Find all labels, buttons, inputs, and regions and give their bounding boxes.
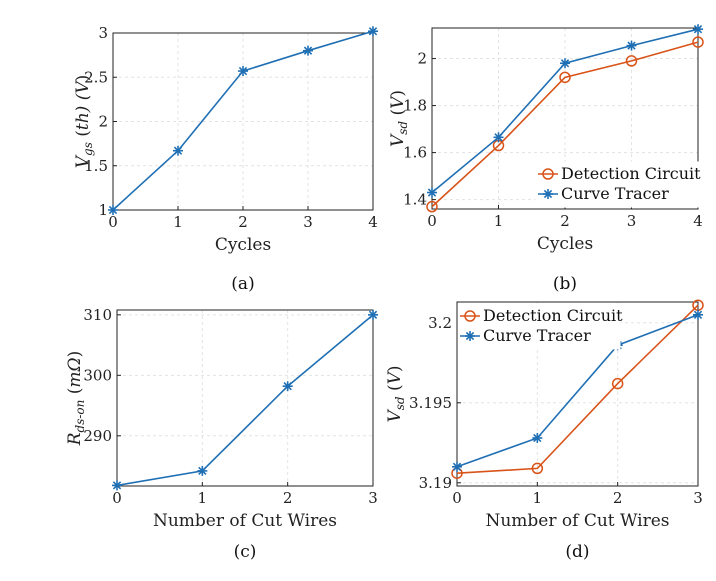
x-tick-label: 1	[173, 213, 183, 231]
data-point	[626, 40, 637, 51]
x-tick-label: 4	[693, 212, 703, 230]
y-tick-label: 310	[83, 306, 112, 324]
y-tick-label: 3.2	[428, 314, 452, 332]
data-point	[493, 132, 504, 143]
chart-panel-b: 0 1 2 3 4 1.4 1.6 1.8 2 Cycles Vsd (V) Detection Ci…	[388, 24, 704, 294]
y-tick-label: 2.5	[84, 68, 108, 86]
series-line-detection-circuit	[431, 41, 699, 208]
plot-area-frame	[116, 309, 374, 487]
chart-panel-c: 0 1 2 3 290 300 310 Number of Cut Wires Rds-on (…	[65, 306, 378, 562]
x-tick-label: 0	[108, 213, 118, 231]
data-point	[282, 381, 293, 392]
data-point	[559, 71, 571, 84]
data-point	[693, 24, 703, 35]
x-tick-label: 2	[613, 489, 623, 507]
legend-box	[535, 161, 699, 208]
x-axis-label: Cycles	[537, 234, 593, 254]
data-point	[197, 465, 208, 476]
y-tick-label: 1.8	[403, 97, 427, 115]
y-axis-label: Vgs (th) (V)	[73, 75, 95, 169]
y-tick-label: 3.195	[409, 394, 452, 412]
legend-marker	[465, 331, 475, 341]
data-point	[368, 26, 378, 37]
y-axis-label: Rds-on (mΩ)	[65, 351, 87, 447]
panel-caption: (d)	[565, 542, 589, 562]
data-point	[426, 200, 438, 213]
y-tick-label: 1.4	[403, 191, 427, 209]
x-tick-label: 1	[533, 489, 543, 507]
data-point	[112, 480, 122, 491]
data-point	[693, 309, 703, 320]
legend-label: Detection Circuit	[561, 164, 701, 183]
x-tick-label: 1	[494, 212, 504, 230]
x-tick-label: 0	[427, 212, 437, 230]
data-point	[611, 377, 624, 390]
legend-marker	[464, 310, 476, 322]
data-point	[173, 145, 183, 156]
data-point	[452, 461, 462, 472]
x-axis-label: Number of Cut Wires	[153, 511, 337, 531]
plot-area-frame	[456, 301, 699, 487]
data-point	[560, 58, 570, 69]
y-tick-label: 1.6	[403, 144, 427, 162]
legend-marker	[543, 189, 553, 199]
series-line-data	[116, 314, 374, 487]
x-axis-label: Cycles	[215, 235, 271, 255]
y-tick-label: 1.5	[84, 157, 108, 175]
x-tick-label: 3	[627, 212, 637, 230]
y-tick-label: 290	[83, 427, 112, 445]
y-tick-label: 3.19	[419, 474, 452, 492]
y-axis-label: Vsd (V)	[388, 90, 410, 147]
legend-label: Detection Circuit	[483, 306, 623, 325]
x-tick-label: 3	[303, 213, 313, 231]
chart-panel-d: 0 1 2 3 3.19 3.195 3.2 Number of Cut Wires Vsd (…	[385, 299, 704, 562]
data-point	[368, 309, 378, 320]
x-tick-label: 1	[198, 489, 208, 507]
data-point	[532, 433, 543, 443]
data-point	[531, 462, 544, 475]
x-tick-label: 2	[560, 212, 570, 230]
y-tick-label: 3	[98, 24, 108, 42]
data-point	[108, 205, 118, 215]
series-line-detection-circuit	[456, 304, 699, 474]
data-point	[427, 187, 437, 198]
legend-box	[457, 303, 621, 350]
x-axis-label: Number of Cut Wires	[485, 511, 669, 531]
y-axis-label: Vsd (V)	[385, 365, 407, 422]
legend-marker	[542, 168, 554, 180]
panel-caption: (c)	[234, 542, 257, 562]
data-point	[238, 66, 248, 77]
data-point	[303, 45, 313, 56]
x-tick-label: 2	[238, 213, 248, 231]
y-tick-label: 2	[98, 113, 108, 131]
y-tick-label: 300	[83, 366, 112, 384]
data-point	[625, 55, 638, 67]
legend-label: Curve Tracer	[483, 326, 591, 345]
panel-caption: (b)	[553, 274, 577, 294]
x-tick-label: 4	[368, 213, 378, 231]
y-tick-label: 1	[98, 201, 108, 219]
legend-label: Curve Tracer	[561, 184, 669, 203]
x-tick-label: 0	[452, 489, 462, 507]
panel-caption: (a)	[231, 274, 254, 294]
x-tick-label: 2	[283, 489, 293, 507]
x-tick-label: 0	[112, 489, 122, 507]
x-tick-label: 3	[693, 489, 703, 507]
data-point	[692, 36, 704, 48]
series-line-curve-tracer	[456, 314, 699, 468]
x-tick-label: 3	[368, 489, 378, 507]
y-tick-label: 2	[417, 50, 427, 68]
